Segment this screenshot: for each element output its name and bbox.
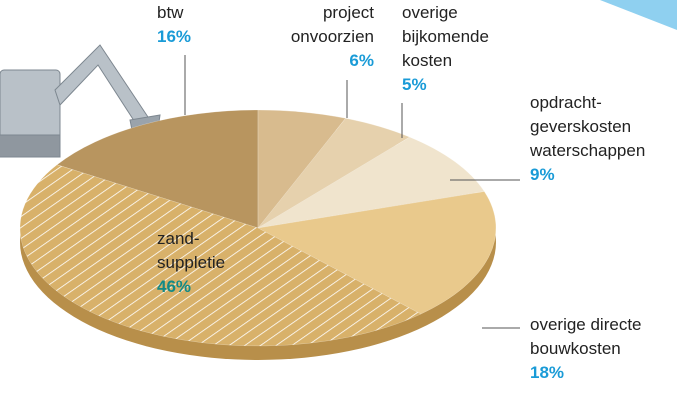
chart: btw 16% project onvoorzien 6% overige bijkomen… xyxy=(0,0,677,409)
slice-label: overige directe xyxy=(530,315,642,334)
slice-label: kosten xyxy=(402,51,452,70)
page: {"chart_data": {"type": "pie", "labels":… xyxy=(0,0,677,409)
slice-label: zand- xyxy=(157,229,200,248)
slice-label: bijkomende xyxy=(402,27,489,46)
slice-label: btw xyxy=(157,3,184,22)
value-label: 16% xyxy=(157,27,191,46)
value-label: 5% xyxy=(402,75,427,94)
slice-label: suppletie xyxy=(157,253,225,272)
value-label: 46% xyxy=(157,277,191,296)
slice-label: onvoorzien xyxy=(291,27,374,46)
slice-label: overige xyxy=(402,3,458,22)
value-label: 18% xyxy=(530,363,564,382)
water-corner xyxy=(600,0,677,30)
slice-label: waterschappen xyxy=(529,141,645,160)
slice-label: geverskosten xyxy=(530,117,631,136)
slice-label: opdracht- xyxy=(530,93,602,112)
slice-label: bouwkosten xyxy=(530,339,621,358)
slice-label: project xyxy=(323,3,374,22)
value-label: 9% xyxy=(530,165,555,184)
pie xyxy=(20,110,496,360)
value-label: 6% xyxy=(349,51,374,70)
